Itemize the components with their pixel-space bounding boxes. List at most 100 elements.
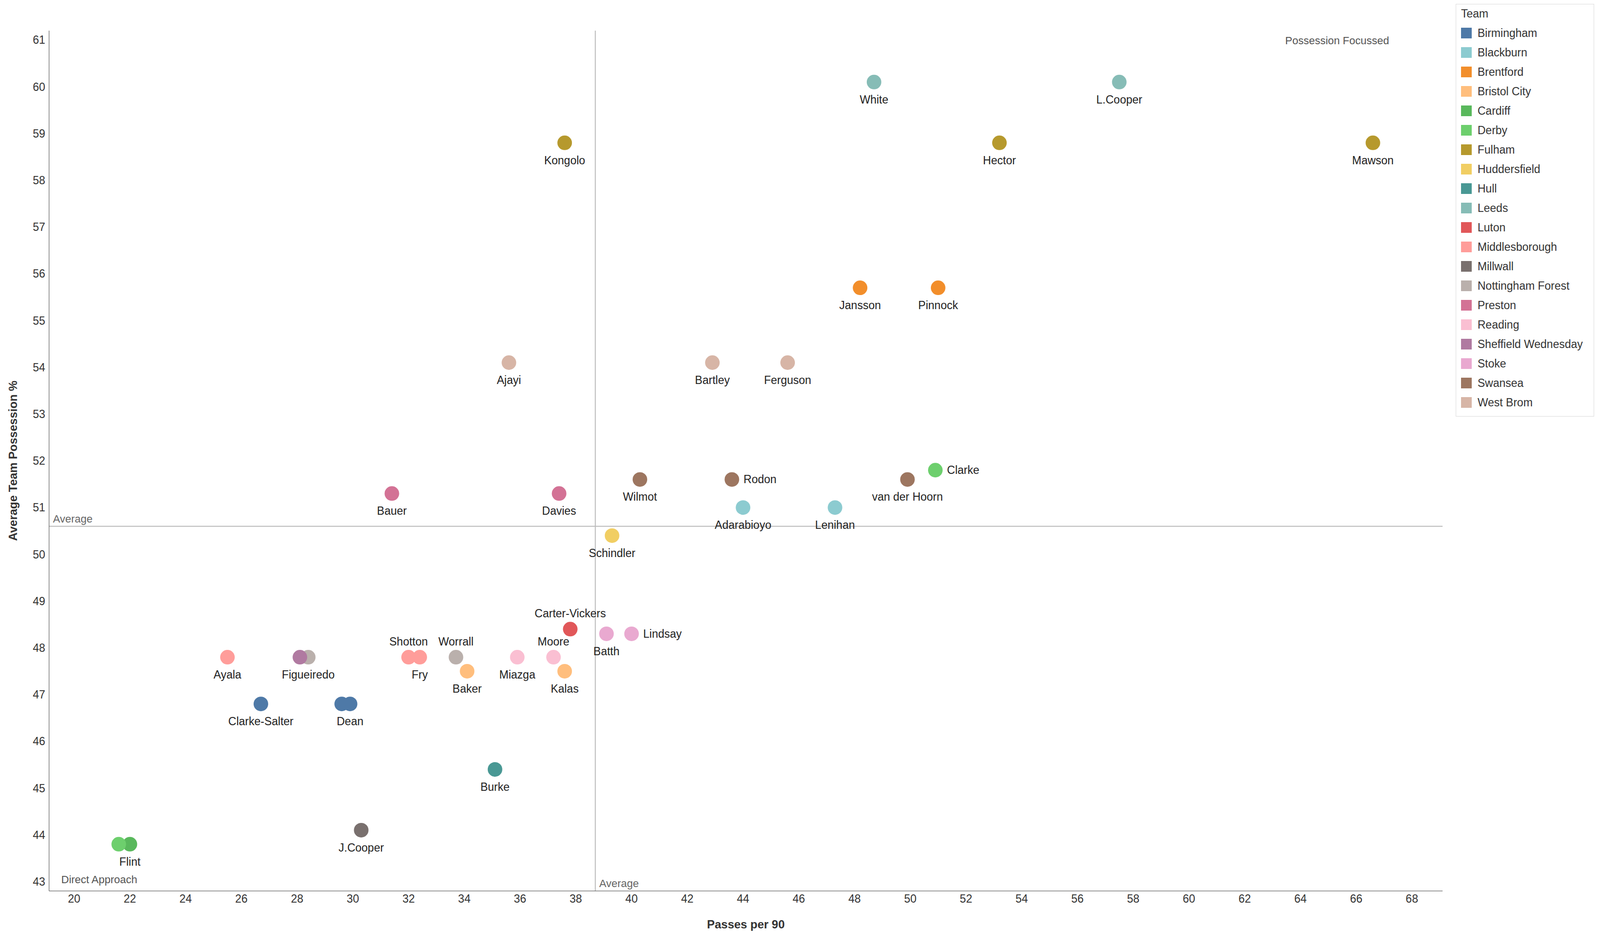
svg-text:Pinnock: Pinnock <box>918 298 959 312</box>
svg-text:Bauer: Bauer <box>377 504 408 517</box>
svg-text:54: 54 <box>1015 892 1029 905</box>
svg-text:59: 59 <box>32 127 46 140</box>
svg-text:55: 55 <box>32 314 46 327</box>
svg-text:57: 57 <box>32 220 46 234</box>
svg-text:48: 48 <box>32 641 46 654</box>
svg-text:43: 43 <box>32 875 46 888</box>
svg-text:50: 50 <box>32 548 46 561</box>
html-text:Millwall: Millwall <box>1477 259 1514 273</box>
svg-text:Mawson: Mawson <box>1352 154 1394 167</box>
html-text:Preston: Preston <box>1477 298 1517 312</box>
svg-text:50: 50 <box>904 892 917 905</box>
svg-text:Lenihan: Lenihan <box>815 518 856 532</box>
html-text:Luton: Luton <box>1477 220 1506 234</box>
svg-text:38: 38 <box>569 892 583 905</box>
svg-text:Moore: Moore <box>537 635 570 648</box>
svg-text:Baker: Baker <box>452 682 482 695</box>
html-text:Team: Team <box>1461 7 1489 20</box>
svg-text:Ajayi: Ajayi <box>497 373 522 387</box>
svg-text:Clarke-Salter: Clarke-Salter <box>228 714 294 728</box>
html-text:Possession Focussed: Possession Focussed <box>1285 34 1390 47</box>
svg-text:20: 20 <box>68 892 81 905</box>
svg-text:49: 49 <box>32 594 46 608</box>
svg-text:46: 46 <box>792 892 806 905</box>
svg-text:26: 26 <box>235 892 248 905</box>
svg-text:Wilmot: Wilmot <box>622 490 658 503</box>
svg-text:22: 22 <box>123 892 137 905</box>
svg-text:Figueiredo: Figueiredo <box>281 668 335 681</box>
html-text:Derby: Derby <box>1477 123 1508 137</box>
svg-text:61: 61 <box>32 33 46 47</box>
html-text:Direct Approach: Direct Approach <box>61 873 138 886</box>
svg-text:White: White <box>859 93 889 106</box>
svg-text:40: 40 <box>625 892 638 905</box>
svg-text:Dean: Dean <box>336 714 364 728</box>
svg-text:34: 34 <box>458 892 471 905</box>
svg-text:32: 32 <box>402 892 415 905</box>
svg-text:Kalas: Kalas <box>550 682 579 695</box>
svg-text:Batth: Batth <box>593 644 620 658</box>
html-text:Blackburn: Blackburn <box>1477 45 1528 59</box>
svg-text:J.Cooper: J.Cooper <box>338 841 385 854</box>
svg-text:Bartley: Bartley <box>694 373 730 387</box>
svg-text:60: 60 <box>32 80 46 94</box>
svg-text:56: 56 <box>1071 892 1084 905</box>
svg-text:68: 68 <box>1405 892 1419 905</box>
svg-text:Carter-Vickers: Carter-Vickers <box>534 606 606 620</box>
svg-text:Flint: Flint <box>119 855 141 868</box>
svg-text:van der Hoorn: van der Hoorn <box>872 490 944 503</box>
svg-text:Fry: Fry <box>411 668 429 681</box>
svg-text:44: 44 <box>32 828 46 842</box>
svg-text:42: 42 <box>681 892 694 905</box>
svg-text:Lindsay: Lindsay <box>643 627 683 640</box>
svg-text:Clarke: Clarke <box>946 463 980 477</box>
html-text:Bristol City: Bristol City <box>1477 84 1531 98</box>
svg-text:58: 58 <box>32 173 46 187</box>
svg-text:Rodon: Rodon <box>743 472 777 486</box>
svg-text:52: 52 <box>32 454 46 467</box>
svg-text:45: 45 <box>32 781 46 795</box>
html-text:Hull: Hull <box>1477 181 1497 195</box>
svg-text:Hector: Hector <box>982 154 1016 167</box>
svg-text:56: 56 <box>32 267 46 280</box>
html-text:Stoke: Stoke <box>1477 356 1507 370</box>
svg-text:Worrall: Worrall <box>438 635 474 648</box>
svg-text:64: 64 <box>1294 892 1308 905</box>
svg-text:62: 62 <box>1238 892 1252 905</box>
svg-text:66: 66 <box>1349 892 1363 905</box>
svg-text:Davies: Davies <box>542 504 577 517</box>
svg-text:Schindler: Schindler <box>588 546 636 560</box>
svg-text:Jansson: Jansson <box>839 298 881 312</box>
svg-text:Average: Average <box>52 512 93 525</box>
svg-text:48: 48 <box>848 892 861 905</box>
html-text:Sheffield Wednesday: Sheffield Wednesday <box>1477 337 1583 351</box>
svg-text:Adarabioyo: Adarabioyo <box>714 518 772 532</box>
svg-text:53: 53 <box>32 407 46 421</box>
svg-text:28: 28 <box>291 892 304 905</box>
svg-text:L.Cooper: L.Cooper <box>1096 93 1143 106</box>
svg-text:Average: Average <box>599 877 639 890</box>
html-text:Huddersfield: Huddersfield <box>1477 162 1541 176</box>
svg-text:30: 30 <box>346 892 360 905</box>
svg-text:52: 52 <box>959 892 973 905</box>
svg-text:54: 54 <box>32 361 46 374</box>
svg-text:58: 58 <box>1127 892 1140 905</box>
svg-text:24: 24 <box>179 892 192 905</box>
html-text:Birmingham: Birmingham <box>1477 26 1538 40</box>
html-text:Leeds: Leeds <box>1477 201 1509 215</box>
svg-text:Burke: Burke <box>480 780 510 793</box>
svg-text:47: 47 <box>32 688 46 701</box>
svg-text:51: 51 <box>32 500 46 514</box>
svg-text:Ayala: Ayala <box>213 668 242 681</box>
svg-text:36: 36 <box>514 892 527 905</box>
html-text:Passes per 90: Passes per 90 <box>706 917 785 931</box>
svg-text:Shotton: Shotton <box>389 635 428 648</box>
html-text:West Brom: West Brom <box>1477 395 1533 409</box>
svg-text:60: 60 <box>1182 892 1196 905</box>
svg-text:Kongolo: Kongolo <box>544 154 585 167</box>
svg-text:44: 44 <box>736 892 750 905</box>
svg-text:Ferguson: Ferguson <box>763 373 811 387</box>
html-text:Average Team Possession %: Average Team Possession % <box>6 380 20 541</box>
svg-text:Miazga: Miazga <box>499 668 536 681</box>
svg-text:46: 46 <box>32 734 46 748</box>
